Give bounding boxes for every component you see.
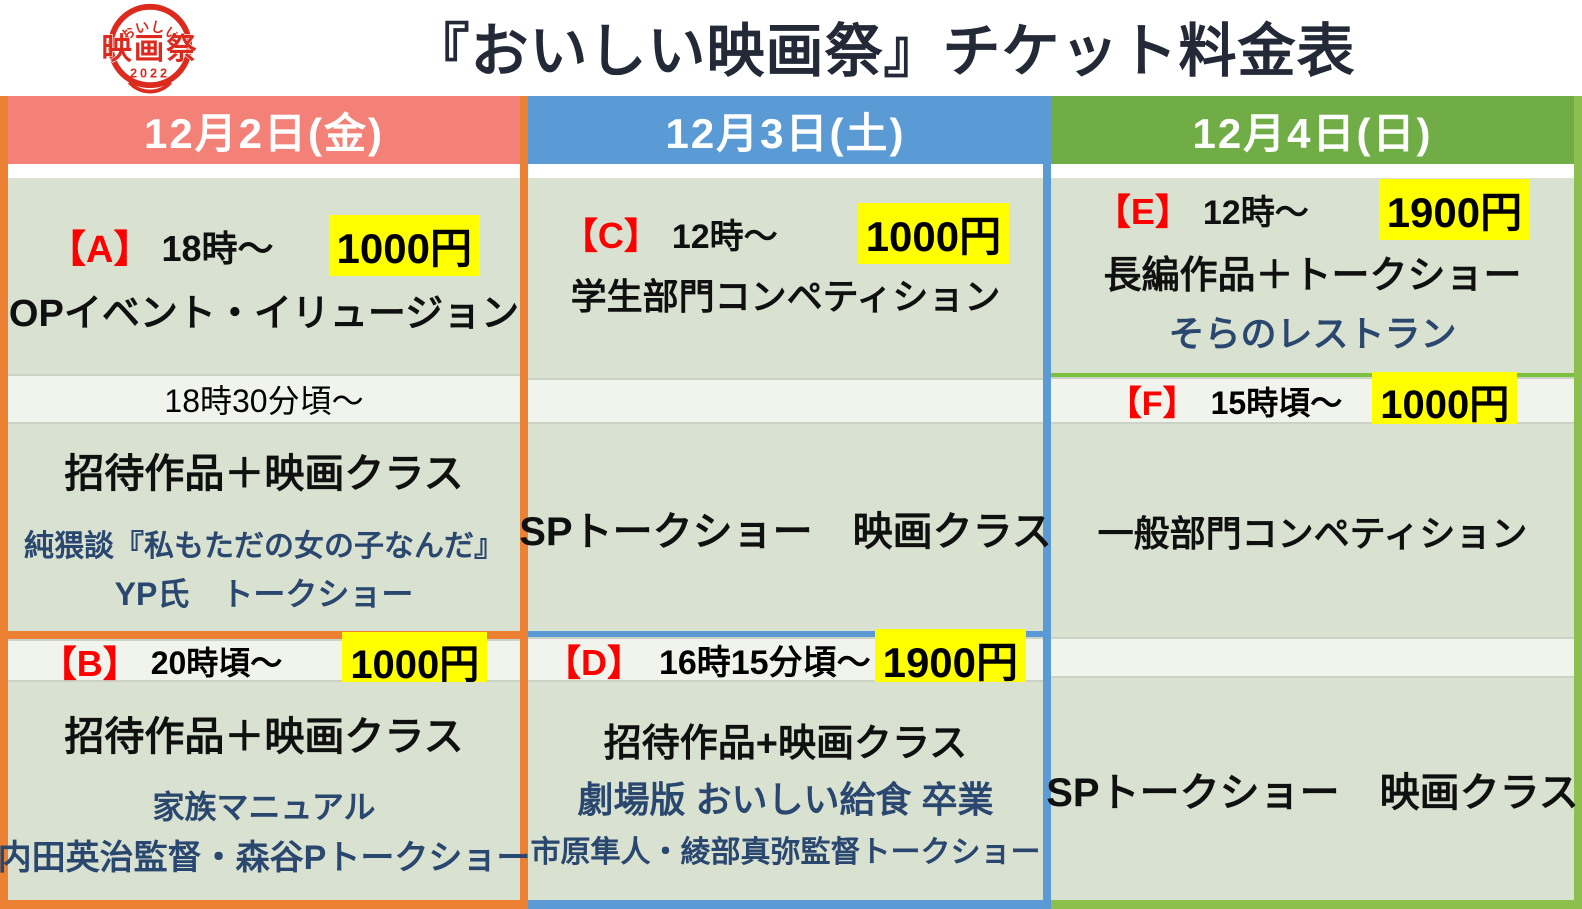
ticket-d-price: 1900円 (874, 629, 1027, 690)
header-dec3-label: 12月3日(土) (665, 109, 906, 157)
ticket-a-price: 1000円 (328, 215, 480, 276)
sun-empty-band (1051, 637, 1574, 678)
ticket-b-cell: 招待作品＋映画クラス 家族マニュアル 内田英治監督・森谷Pトークショー (0, 682, 530, 900)
ticket-c-schedule-line: 【C】 12時〜 1000円 (561, 202, 1010, 264)
logo-name-text: 映画祭 (102, 32, 199, 66)
ticket-f-label: 【F】 (1107, 385, 1197, 423)
ticket-e-title: 長編作品＋トークショー (1103, 254, 1522, 297)
fri-talkshow: YP氏 トークショー (114, 575, 414, 612)
ticket-a-title: OPイベント・イリュージョン (8, 293, 520, 335)
ticket-e-label: 【E】 (1094, 191, 1191, 232)
ticket-d-main: 招待作品+映画クラス (603, 722, 968, 765)
ticket-d-talkshow: 市原隼人・綾部真弥監督トークショー (530, 835, 1041, 869)
ticket-b-time: 20時頃〜 (150, 644, 283, 681)
ticket-a-schedule-line: 【A】 18時〜 1000円 (48, 215, 480, 276)
fri-invited-main: 招待作品＋映画クラス (64, 451, 464, 496)
header-gap (1051, 164, 1574, 178)
ticket-c-price: 1000円 (857, 202, 1010, 264)
fri-film-title: 純猥談『私もただの女の子なんだ』 (24, 529, 504, 563)
ticket-d-cell: 招待作品+映画クラス 劇場版 おいしい給食 卒業 市原隼人・綾部真弥監督トークシ… (528, 682, 1043, 900)
ticket-b-main: 招待作品＋映画クラス (64, 714, 464, 759)
ticket-f-time: 15時頃〜 (1210, 384, 1343, 421)
ticket-c-title: 学生部門コンペティション (570, 275, 1001, 317)
header-dec2-fri: 12月2日(金) (8, 96, 520, 164)
ticket-d-label: 【D】 (544, 641, 643, 683)
sat-sp-talk-label: SPトークショー 映画クラス (519, 509, 1052, 554)
sun-sp-talk-label: SPトークショー 映画クラス (1046, 771, 1579, 815)
ticket-b-talkshow: 内田英治監督・森谷Pトークショー (0, 838, 531, 877)
fri-invited-cell: 招待作品＋映画クラス 純猥談『私もただの女の子なんだ』 YP氏 トークショー (8, 424, 520, 631)
ticket-b-price: 1000円 (342, 631, 488, 690)
sat-sp-talk-cell: SPトークショー 映画クラス (519, 424, 1052, 631)
sun-competition-cell: 一般部門コンペティション (1051, 424, 1574, 637)
fri-block-divider (8, 631, 520, 639)
sun-block-divider (1051, 373, 1574, 377)
ticket-a-label: 【A】 (48, 229, 152, 271)
column-dec2-fri: 12月2日(金) 【A】 18時〜 1000円 OPイベント・イリュージョン 1… (0, 96, 530, 909)
ticket-f-price: 1000円 (1372, 371, 1518, 430)
header-dec2-label: 12月2日(金) (143, 109, 385, 157)
header-dec3-sat: 12月3日(土) (528, 96, 1043, 164)
ticket-c-cell: 【C】 12時〜 1000円 学生部門コンペティション (528, 178, 1043, 378)
ticket-b-band: 【B】 20時頃〜 1000円 (8, 631, 520, 690)
ticket-d-band: 【D】 16時15分頃〜 1900円 (528, 629, 1043, 690)
ticket-d-time: 16時15分頃〜 (658, 644, 871, 682)
time-band-1830: 18時30分頃〜 (8, 374, 520, 424)
festival-logo-icon: おいしい 映画祭 2022 (101, 3, 199, 94)
column-dec4-sun: 12月4日(日) 【E】 12時〜 1900円 長編作品＋トークショー そらのレ… (1046, 96, 1582, 909)
header-gap (8, 164, 520, 178)
time-band-1830-label: 18時30分頃〜 (164, 383, 364, 419)
ticket-e-cell: 【E】 12時〜 1900円 長編作品＋トークショー そらのレストラン (1051, 178, 1574, 373)
header-dec4-label: 12月4日(日) (1192, 109, 1433, 157)
ticket-a-time: 18時〜 (161, 227, 274, 269)
ticket-e-schedule-line: 【E】 12時〜 1900円 (1094, 178, 1531, 240)
header-gap (528, 164, 1043, 178)
ticket-c-time: 12時〜 (671, 217, 778, 256)
ticket-b-film-title: 家族マニュアル (152, 788, 376, 825)
ticket-d-film-title: 劇場版 おいしい給食 卒業 (577, 778, 994, 820)
page-title: 『おいしい映画祭』チケット料金表 (411, 19, 1356, 84)
column-dec3-sat: 12月3日(土) 【C】 12時〜 1000円 学生部門コンペティション SPト… (519, 96, 1052, 909)
sat-block-divider (528, 631, 1043, 637)
logo-year-text: 2022 (130, 65, 170, 80)
sat-empty-band (528, 378, 1043, 424)
sun-sp-talk-cell: SPトークショー 映画クラス (1046, 678, 1579, 900)
ticket-a-cell: 【A】 18時〜 1000円 OPイベント・イリュージョン (8, 178, 520, 374)
header-dec4-sun: 12月4日(日) (1051, 96, 1574, 164)
ticket-e-price: 1900円 (1378, 178, 1531, 240)
ticket-e-film-title: そらのレストラン (1168, 312, 1457, 354)
ticket-e-time: 12時〜 (1202, 193, 1309, 232)
ticket-f-band: 【F】 15時頃〜 1000円 (1051, 371, 1574, 430)
ticket-b-label: 【B】 (40, 642, 139, 684)
sun-competition-label: 一般部門コンペティション (1097, 512, 1528, 554)
ticket-c-label: 【C】 (561, 215, 660, 256)
